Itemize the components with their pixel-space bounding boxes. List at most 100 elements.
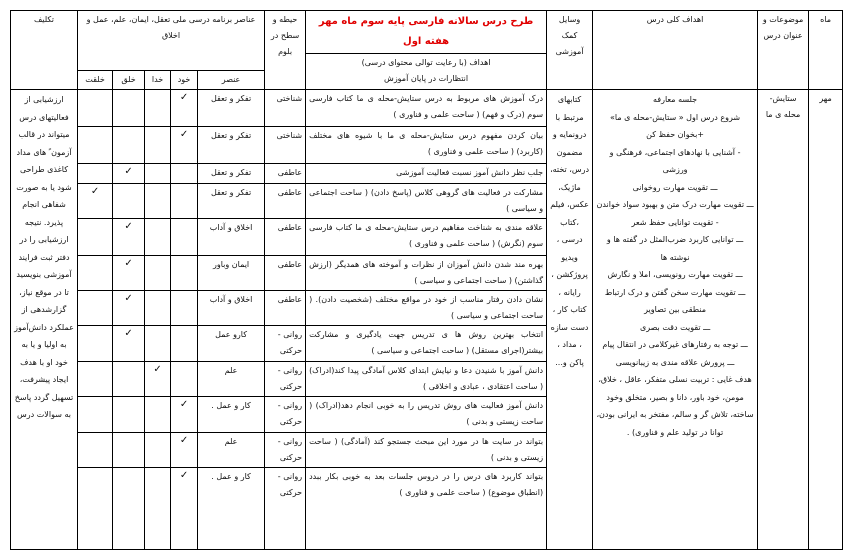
check-icon: ✓ (124, 293, 133, 304)
objective-cell: مشارکت در فعالیت های گروهی کلاس (پاسخ دا… (305, 183, 548, 219)
check-cell-khelghat (76, 290, 114, 326)
header-goals: اهداف کلی درس (592, 10, 759, 90)
goal-item: شروع درس اول « ستایش-محله ی ما» (609, 112, 741, 122)
table-row: بیان کردن مفهوم درس ستایش-محله ی ما با ش… (11, 126, 843, 164)
check-cell-khoda (144, 89, 172, 127)
domain-cell: عاطفی (264, 163, 307, 184)
check-cell-khelghat (76, 361, 114, 397)
header-khod: خود (170, 70, 199, 90)
lesson-plan-table: ماه موضوعات و عنوان درس اهداف کلی درس وس… (10, 10, 844, 550)
check-cell-khelghat (76, 163, 114, 184)
table-row: بتواند در سایت ها در مورد این مبحث جستجو… (11, 432, 843, 468)
check-icon: ✓ (124, 221, 133, 232)
element-cell: تفکر و تعقل (197, 183, 266, 219)
domain-cell: عاطفی (264, 218, 307, 256)
check-icon: ✓ (124, 166, 133, 177)
domain-cell: شناختی (264, 89, 307, 127)
check-cell-khoda (144, 183, 172, 219)
goal-item: ـــ تقویت مهارت رونویسی، املا و نگارش (607, 270, 743, 279)
check-cell-khelghat (76, 467, 114, 550)
check-cell-khod (170, 325, 199, 362)
check-cell-khoda (144, 163, 172, 184)
objectives-line1: اهداف (با رعایت توالی محتوای درسی) (361, 58, 491, 67)
table-row: بتواند کاربرد های درس را در دروس جلسات ب… (11, 467, 843, 550)
check-cell-khod (170, 361, 199, 397)
check-cell-khelghat (76, 396, 114, 433)
check-cell-khalgh: ✓ (112, 325, 146, 362)
table-row: نشان دادن رفتار مناسب از خود در مواقع مخ… (11, 290, 843, 326)
header-objectives: اهداف (با رعایت توالی محتوای درسی) انتظا… (305, 53, 548, 90)
goal-item: ـــ توجه به رفتارهای غیرکلامی در انتقال … (602, 340, 748, 349)
check-cell-khelghat (76, 126, 114, 164)
check-icon: ✓ (179, 129, 189, 140)
check-cell-khalgh: ✓ (112, 218, 146, 256)
check-cell-khoda (144, 255, 172, 291)
check-cell-khalgh: ✓ (112, 163, 146, 184)
domain-cell: روانی - حرکتی (264, 325, 307, 362)
element-cell: اخلاق و آداب (197, 290, 266, 326)
check-icon: ✓ (179, 470, 189, 481)
goal-item: +بخوان حفظ کن (646, 130, 705, 139)
element-cell: اخلاق و آداب (197, 218, 266, 256)
check-icon: ✓ (90, 186, 100, 197)
objective-cell: علاقه مندی به شناخت مفاهیم درس ستایش-محل… (305, 218, 548, 256)
check-cell-khalgh (112, 467, 146, 550)
element-cell: کارو عمل (197, 325, 266, 362)
domain-cell: عاطفی (264, 183, 307, 219)
goal-item: ـــ توانایی کاربرد ضرب‌المثل در گفته ها … (606, 235, 744, 262)
check-cell-khod (170, 290, 199, 326)
check-cell-khelghat (76, 432, 114, 468)
header-domain: حیطه و سطح در بلوم (264, 10, 307, 90)
check-icon: ✓ (153, 364, 162, 375)
element-cell: تفکر و تعقل (197, 126, 266, 164)
check-cell-khalgh: ✓ (112, 290, 146, 326)
month-cell: مهر (808, 89, 844, 550)
header-elements: عناصر برنامه درسی ملی تعقل، ایمان، علم، … (76, 10, 266, 71)
check-cell-khoda: ✓ (144, 361, 172, 397)
page-title: طرح درس سالانه فارسی پایه سوم ماه مهر هف… (305, 10, 548, 54)
element-cell: تفکر و تعقل (197, 89, 266, 127)
domain-cell: عاطفی (264, 255, 307, 291)
domain-cell: روانی - حرکتی (264, 361, 307, 397)
goal-item: - آشنایی با نهادهای اجتماعی، فرهنگی و ور… (609, 147, 741, 175)
header-khalgh: خلق (112, 70, 146, 90)
check-cell-khalgh (112, 183, 146, 219)
topic-cell: ستایش- محله ی ما (757, 89, 810, 550)
objective-cell: انتخاب بهترین روش ها ی تدریس جهت یادگیری… (305, 325, 548, 362)
check-cell-khelghat (76, 218, 114, 256)
goal-item: ـــ تقویت دقت بصری (639, 322, 711, 332)
goal-item: ـــ تقویت مهارت درک متن و بهبود سواد خوا… (596, 200, 754, 209)
check-cell-khod (170, 163, 199, 184)
objective-cell: درک آموزش های مربوط به درس ستایش-محله ی … (305, 89, 548, 127)
element-cell: علم (197, 361, 266, 397)
element-cell: کار و عمل . (197, 467, 266, 550)
check-cell-khelghat (76, 325, 114, 362)
goal-item: ـــ تقویت مهارت روخوانی (632, 182, 718, 192)
check-cell-khalgh (112, 126, 146, 164)
check-cell-khod (170, 255, 199, 291)
check-cell-khalgh (112, 361, 146, 397)
check-cell-khod: ✓ (170, 396, 199, 433)
check-cell-khoda (144, 432, 172, 468)
check-cell-khoda (144, 467, 172, 550)
domain-cell: عاطفی (264, 290, 307, 326)
check-icon: ✓ (179, 92, 189, 103)
check-icon: ✓ (179, 399, 189, 410)
check-cell-khoda (144, 218, 172, 256)
goal-item: جلسه معارفه (653, 95, 698, 104)
domain-cell: شناختی (264, 126, 307, 164)
check-cell-khoda (144, 396, 172, 433)
goal-item: ـــ تقویت مهارت سخن گفتن و درک ارتباط من… (604, 287, 746, 315)
header-element: عنصر (197, 70, 266, 90)
domain-cell: روانی - حرکتی (264, 396, 307, 433)
header-topic: موضوعات و عنوان درس (757, 10, 810, 90)
objective-cell: دانش آموز با شنیدن دعا و نیایش ابتدای کل… (305, 361, 548, 397)
header-khoda: خدا (144, 70, 172, 90)
objective-cell: بهره مند شدن دانش آموزان از نظرات و آموخ… (305, 255, 548, 291)
domain-cell: روانی - حرکتی (264, 467, 307, 550)
objective-cell: بتواند کاربرد های درس را در دروس جلسات ب… (305, 467, 548, 550)
goals-cell: جلسه معارفه شروع درس اول « ستایش-محله ی م… (592, 89, 759, 550)
lesson-plan: ماه موضوعات و عنوان درس اهداف کلی درس وس… (10, 10, 844, 550)
check-cell-khod: ✓ (170, 467, 199, 550)
check-cell-khod: ✓ (170, 89, 199, 127)
